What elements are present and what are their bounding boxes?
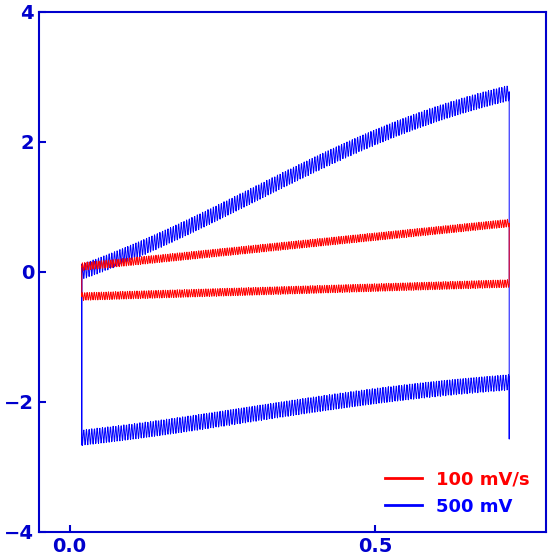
Legend: 100 mV/s, 500 mV: 100 mV/s, 500 mV xyxy=(378,464,537,523)
